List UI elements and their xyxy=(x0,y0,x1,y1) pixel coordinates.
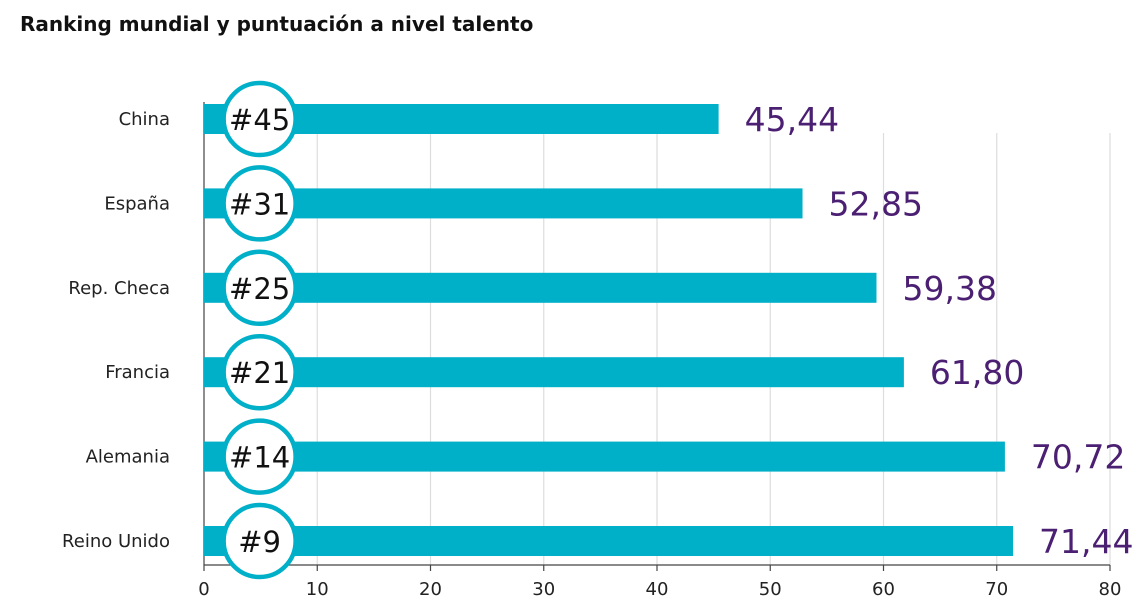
x-tick-label: 60 xyxy=(872,579,895,600)
category-label: Rep. Checa xyxy=(68,278,170,299)
rank-circle xyxy=(221,502,298,580)
rank-circle xyxy=(221,80,298,158)
bar xyxy=(204,441,1005,472)
value-label: 61,80 xyxy=(930,353,1024,392)
bar xyxy=(204,188,803,219)
rank-label: #14 xyxy=(229,441,290,475)
value-label: 70,72 xyxy=(1031,438,1125,477)
category-label: Reino Unido xyxy=(62,531,170,552)
value-label: 52,85 xyxy=(829,184,923,223)
rank-label: #9 xyxy=(238,525,281,559)
value-label: 59,38 xyxy=(902,269,996,308)
x-tick-label: 10 xyxy=(306,579,329,600)
grid-layer xyxy=(203,102,1111,571)
label-layer: 0 10 20 30 40 50 60 70 80 China #45 45,44 España #31 5… xyxy=(62,80,1134,600)
x-tick-label: 30 xyxy=(532,579,555,600)
x-tick-label: 50 xyxy=(759,579,782,600)
x-tick-label: 70 xyxy=(985,579,1008,600)
rank-circle xyxy=(221,333,298,411)
category-label: España xyxy=(104,193,170,214)
category-label: China xyxy=(119,109,170,130)
bar xyxy=(204,357,904,388)
bar-layer xyxy=(204,104,1014,556)
rank-circle xyxy=(221,249,298,327)
bar xyxy=(204,526,1014,556)
value-label: 45,44 xyxy=(745,100,839,139)
x-tick-label: 0 xyxy=(198,579,209,600)
category-label: Alemania xyxy=(86,447,170,468)
x-tick-label: 80 xyxy=(1099,579,1122,600)
rank-label: #25 xyxy=(229,272,290,306)
value-label: 71,44 xyxy=(1039,522,1133,561)
rank-label: #45 xyxy=(229,103,290,137)
category-label: Francia xyxy=(105,362,170,383)
bar xyxy=(204,272,877,303)
x-tick-label: 40 xyxy=(646,579,669,600)
rank-circle xyxy=(221,418,298,495)
rank-label: #21 xyxy=(229,356,290,390)
x-tick-label: 20 xyxy=(419,579,442,600)
rank-label: #31 xyxy=(229,187,290,221)
chart-title: Ranking mundial y puntuación a nivel tal… xyxy=(20,12,534,36)
rank-circle xyxy=(221,165,298,242)
